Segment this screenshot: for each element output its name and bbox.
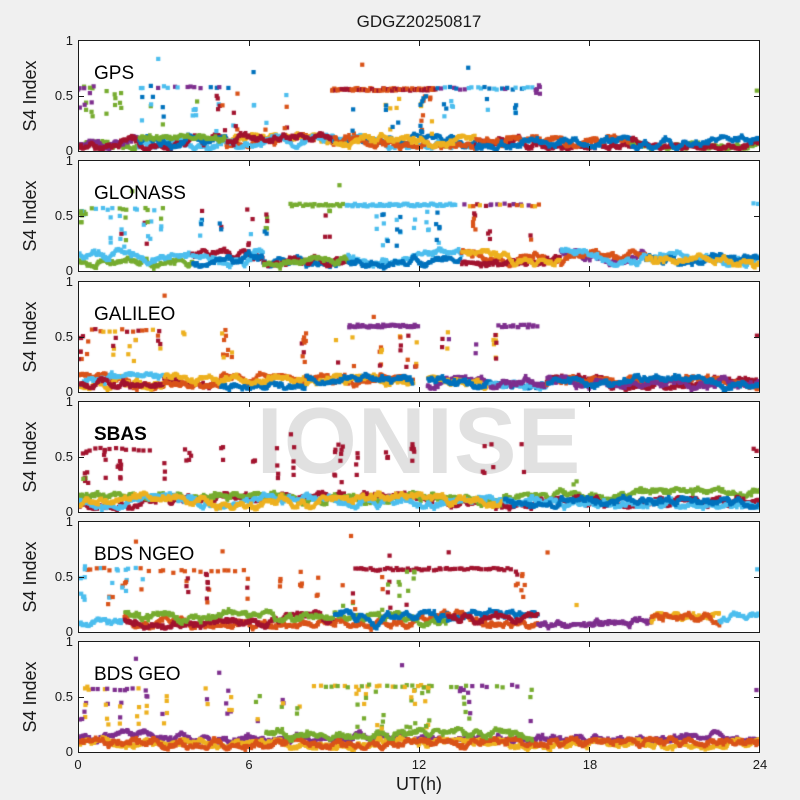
axis-tick (79, 577, 84, 578)
axis-tick (589, 402, 590, 407)
y-axis-label: S4 Index (20, 661, 40, 733)
y-tick-label: 0.5 (54, 569, 73, 584)
axis-tick (419, 161, 420, 166)
axis-tick (589, 41, 590, 46)
panel-galileo: 1 0.5 0 S4 Index GALILEO (20, 274, 760, 399)
y-tick-label: 0 (65, 744, 73, 759)
axis-tick (419, 266, 420, 271)
axis-tick (79, 697, 84, 698)
panel-label: SBAS (94, 424, 147, 445)
panel-label: GPS (94, 63, 135, 84)
x-tick-label: 6 (245, 757, 253, 772)
y-tick-label: 0.5 (54, 208, 73, 223)
y-tick-label: 1 (65, 153, 73, 168)
y-axis-label: S4 Index (20, 60, 40, 132)
panel-gps: 1 0.5 0 S4 Index GPS (20, 33, 760, 158)
y-axis-label: S4 Index (20, 421, 40, 493)
axis-tick (589, 146, 590, 151)
axis-tick (754, 577, 759, 578)
axis-tick (249, 627, 250, 632)
scatter-canvas (79, 522, 759, 632)
axis-tick (419, 387, 420, 392)
panel-label: GALILEO (94, 304, 176, 325)
chart-title: GDGZ20250817 (356, 12, 482, 31)
y-axis-label: S4 Index (20, 180, 40, 252)
x-tick-label: 18 (582, 757, 598, 772)
y-tick-label: 1 (65, 274, 73, 289)
axis-tick (589, 282, 590, 287)
axis-tick (589, 627, 590, 632)
y-tick-label: 0 (65, 384, 73, 399)
axis-tick (589, 266, 590, 271)
axis-tick (419, 747, 420, 752)
panel-sbas: 1 0.5 0 S4 Index SBAS (20, 394, 760, 519)
x-tick-label: 24 (752, 757, 768, 772)
axis-tick (419, 522, 420, 527)
axis-tick (249, 747, 250, 752)
axis-tick (589, 522, 590, 527)
panel-label: BDS GEO (94, 664, 181, 685)
panel-label: GLONASS (94, 183, 186, 204)
y-tick-label: 0 (65, 143, 73, 158)
y-tick-label: 0 (65, 624, 73, 639)
y-tick-label: 1 (65, 394, 73, 409)
scatter-canvas (79, 402, 759, 512)
scatter-canvas (79, 642, 759, 752)
y-tick-label: 0.5 (54, 449, 73, 464)
scatter-canvas (79, 41, 759, 151)
axis-tick (79, 457, 84, 458)
y-tick-label: 0.5 (54, 689, 73, 704)
axis-tick (249, 402, 250, 407)
y-tick-label: 0.5 (54, 329, 73, 344)
axis-tick (754, 697, 759, 698)
axis-tick (249, 146, 250, 151)
axis-tick (249, 522, 250, 527)
axis-tick (754, 457, 759, 458)
axis-tick (249, 266, 250, 271)
axis-tick (589, 161, 590, 166)
axis-tick (249, 41, 250, 46)
axis-tick (589, 642, 590, 647)
panel-bds-geo: 1 0.5 0 S4 Index BDS GEO (20, 634, 760, 759)
axis-tick (589, 387, 590, 392)
axis-tick (419, 41, 420, 46)
axis-tick (249, 282, 250, 287)
y-tick-label: 0 (65, 263, 73, 278)
axis-tick (419, 282, 420, 287)
panel-glonass: 1 0.5 0 S4 Index GLONASS (20, 153, 760, 278)
scatter-canvas (79, 282, 759, 392)
axis-tick (249, 642, 250, 647)
axis-tick (79, 337, 84, 338)
axis-tick (79, 96, 84, 97)
x-tick-label: 0 (74, 757, 82, 772)
axis-tick (79, 216, 84, 217)
y-tick-label: 1 (65, 514, 73, 529)
axis-tick (419, 627, 420, 632)
axis-tick (754, 96, 759, 97)
axis-tick (249, 507, 250, 512)
y-tick-label: 0 (65, 504, 73, 519)
axis-tick (589, 507, 590, 512)
x-axis-label: UT(h) (396, 774, 442, 794)
x-tick-label: 12 (411, 757, 427, 772)
axis-tick (419, 146, 420, 151)
y-axis-label: S4 Index (20, 301, 40, 373)
axis-tick (589, 747, 590, 752)
y-tick-label: 0.5 (54, 88, 73, 103)
axis-tick (249, 161, 250, 166)
panel-label: BDS NGEO (94, 544, 195, 565)
axis-tick (419, 507, 420, 512)
y-tick-label: 1 (65, 634, 73, 649)
y-axis-label: S4 Index (20, 541, 40, 613)
y-tick-label: 1 (65, 33, 73, 48)
axis-tick (754, 337, 759, 338)
scatter-canvas (79, 161, 759, 271)
axis-tick (419, 642, 420, 647)
panel-bds-ngeo: 1 0.5 0 S4 Index BDS NGEO (20, 514, 760, 639)
axis-tick (249, 387, 250, 392)
axis-tick (419, 402, 420, 407)
axis-tick (754, 216, 759, 217)
